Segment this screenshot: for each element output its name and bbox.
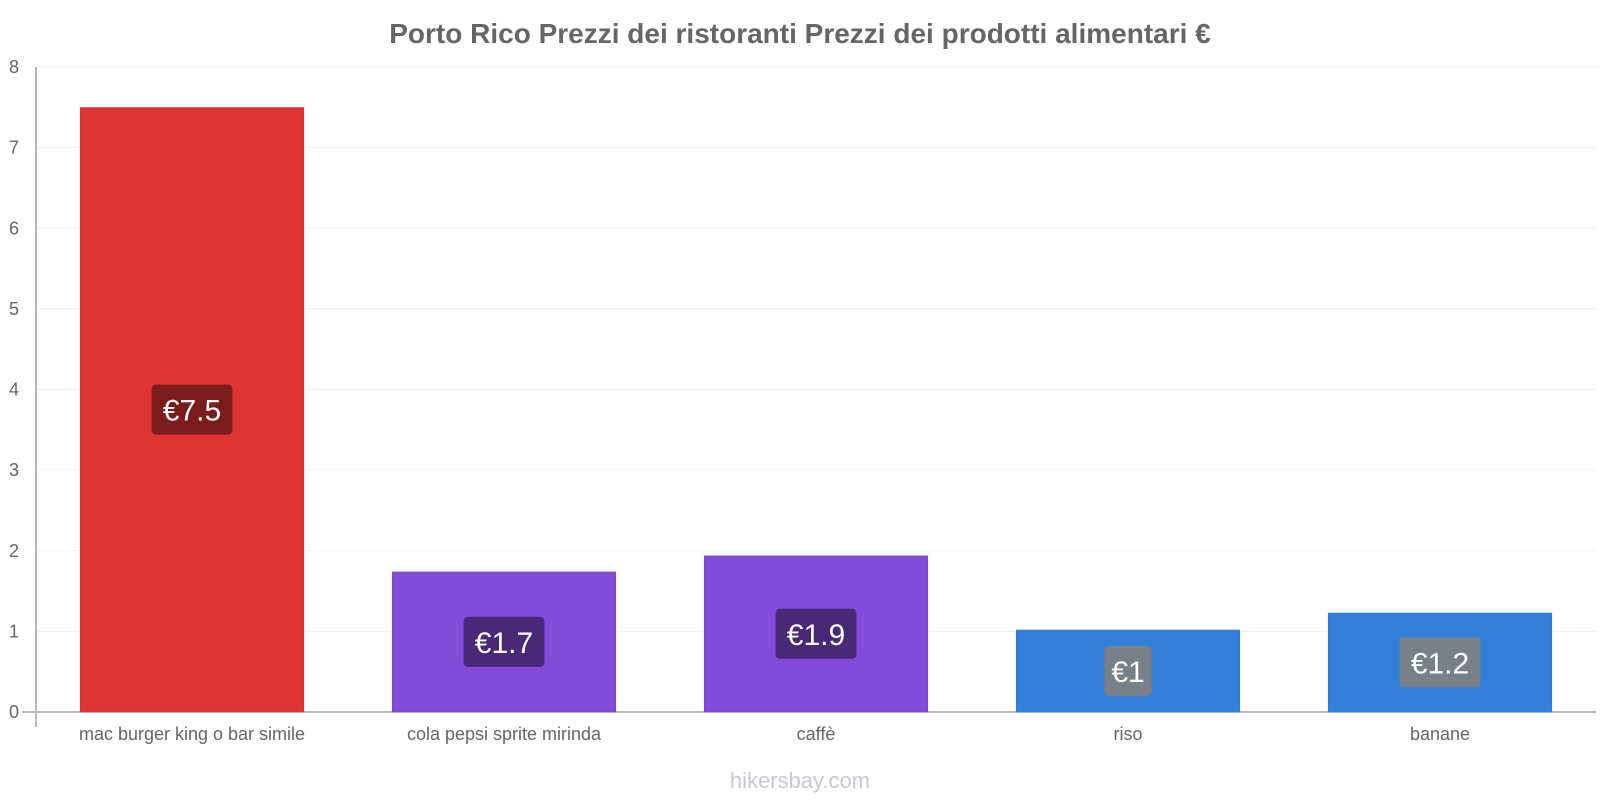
y-tick-label: 0 [9,702,19,722]
y-tick-label: 2 [9,541,19,561]
data-label-box [151,384,233,435]
data-labels: €7.5 €1.7 €1.9 €1 €1.2 [151,384,1481,696]
data-label: €1.2 [1411,647,1469,680]
y-tick-label: 6 [9,218,19,238]
data-label: €1.9 [787,619,845,652]
data-label: €1.7 [475,627,533,660]
data-label-box [463,616,545,667]
y-tick-label: 1 [9,621,19,641]
y-tick-label: 4 [9,380,19,400]
x-tick-label: cola pepsi sprite mirinda [407,724,602,744]
data-label-box [775,608,857,659]
data-label-box [1399,637,1481,688]
x-tick-label: banane [1410,724,1470,744]
y-tick-label: 8 [9,57,19,77]
x-tick-labels: mac burger king o bar simile cola pepsi s… [79,724,1470,744]
chart-title: Porto Rico Prezzi dei ristoranti Prezzi … [389,18,1211,49]
y-tick-label: 3 [9,460,19,480]
x-tick-label: mac burger king o bar simile [79,724,305,744]
data-label-box [1104,645,1152,696]
data-label: €1 [1111,656,1144,689]
data-label: €7.5 [163,395,221,428]
x-tick-label: caffè [797,724,836,744]
y-tick-label: 7 [9,138,19,158]
x-tick-label: riso [1113,724,1142,744]
y-tick-label: 5 [9,299,19,319]
source-watermark: hikersbay.com [729,768,871,793]
y-tick-labels: 0 1 2 3 4 5 6 7 8 [9,57,19,722]
